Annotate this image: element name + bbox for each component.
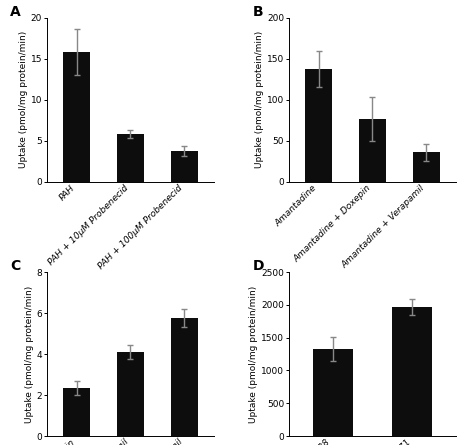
Y-axis label: Uptake (pmol/mg protein/min): Uptake (pmol/mg protein/min) [255, 31, 264, 169]
Bar [305, 69, 332, 182]
Y-axis label: Uptake (pmol/mg protein/min): Uptake (pmol/mg protein/min) [250, 285, 259, 423]
Y-axis label: Uptake (pmol/mg protein/min): Uptake (pmol/mg protein/min) [24, 285, 34, 423]
Text: C: C [10, 259, 21, 273]
Bar [63, 52, 90, 182]
Y-axis label: Uptake (pmol/mg protein/min): Uptake (pmol/mg protein/min) [19, 31, 28, 169]
Bar [313, 349, 352, 436]
Bar [63, 388, 90, 436]
Bar [171, 151, 198, 182]
Text: B: B [252, 5, 263, 19]
Text: D: D [252, 259, 264, 273]
Bar [359, 119, 386, 182]
Bar [392, 307, 432, 436]
Text: A: A [10, 5, 21, 19]
Bar [117, 134, 144, 182]
Bar [117, 352, 144, 436]
Bar [171, 318, 198, 436]
Bar [413, 152, 440, 182]
